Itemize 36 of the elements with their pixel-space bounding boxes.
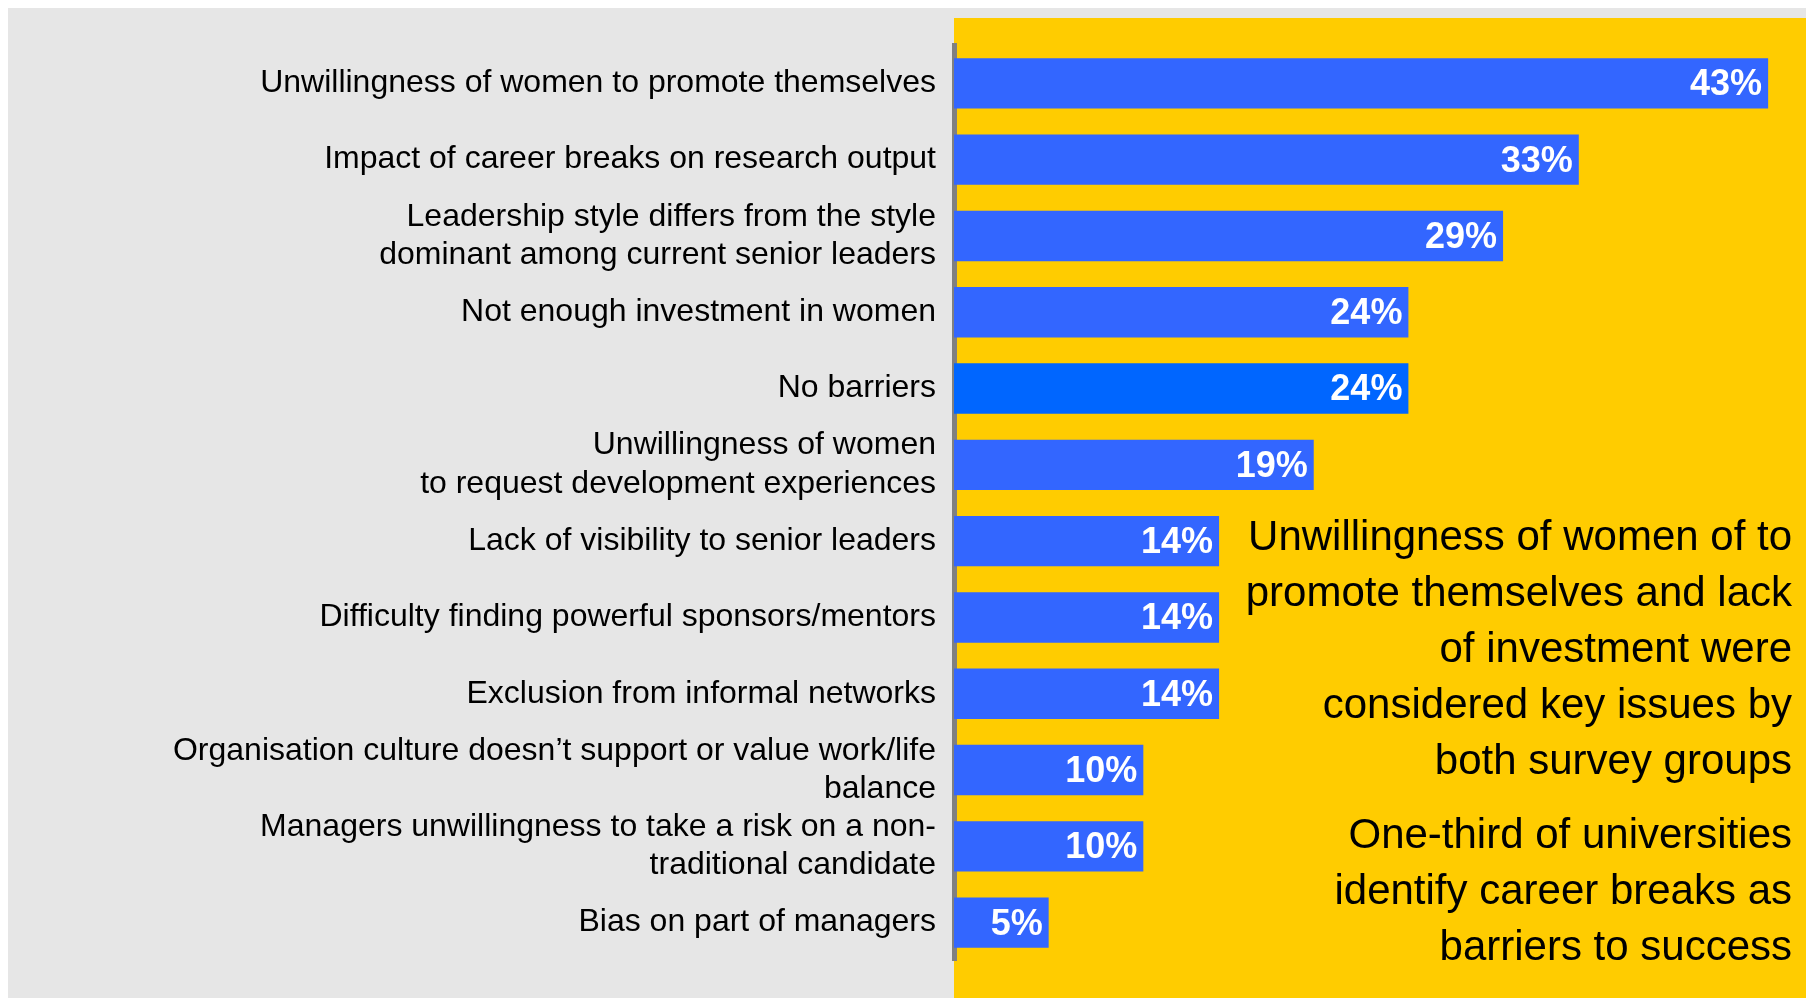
data-label: 10% xyxy=(1065,825,1138,867)
bar xyxy=(954,592,1220,643)
bar xyxy=(954,821,1144,872)
data-label: 19% xyxy=(1235,443,1308,485)
bar xyxy=(954,515,1220,567)
y-tick-label: Unwillingness of women to request development experiences xyxy=(420,425,936,500)
bar xyxy=(954,363,1409,414)
bar xyxy=(954,134,1579,185)
y-tick-label: Lack of visibility to senior leaders xyxy=(468,520,936,557)
bar xyxy=(954,58,1769,109)
bar xyxy=(954,210,1504,262)
y-tick-label: Unwillingness of women to promote themselves xyxy=(260,63,936,100)
data-label: 43% xyxy=(1690,62,1763,104)
data-label: 10% xyxy=(1065,748,1138,790)
annotation: Unwillingness of women of to promote themselves and lack of investment were considered key issues by both survey groups xyxy=(1244,511,1792,785)
data-label: 14% xyxy=(1141,672,1214,714)
data-label: 33% xyxy=(1500,138,1573,180)
y-tick-label: Exclusion from informal networks xyxy=(466,673,936,710)
data-label: 14% xyxy=(1141,596,1214,638)
annotation: One-third of universities identify career breaks as barriers to success xyxy=(1333,809,1792,971)
y-tick-label: Difficulty finding powerful sponsors/mentors xyxy=(319,597,936,634)
y-tick-label: Leadership style differs from the style dominant among current senior leaders xyxy=(379,196,936,271)
y-tick-label: No barriers xyxy=(777,368,936,405)
y-tick-label: Organisation culture doesn’t support or value work/life balance xyxy=(172,730,936,806)
y-tick-label: Managers unwillingness to take a risk on a non- traditional candidate xyxy=(260,806,936,882)
y-tick-label: Impact of career breaks on research output xyxy=(324,139,937,176)
bar xyxy=(954,287,1409,338)
y-tick-label: Bias on part of managers xyxy=(578,902,936,939)
bar xyxy=(954,439,1314,491)
bar xyxy=(954,668,1220,719)
y-tick-label: Not enough investment in women xyxy=(461,292,936,329)
data-label: 29% xyxy=(1425,214,1498,256)
data-label: 24% xyxy=(1330,367,1403,409)
data-label: 24% xyxy=(1330,291,1403,333)
data-label: 14% xyxy=(1141,520,1214,562)
data-label: 5% xyxy=(990,901,1043,943)
